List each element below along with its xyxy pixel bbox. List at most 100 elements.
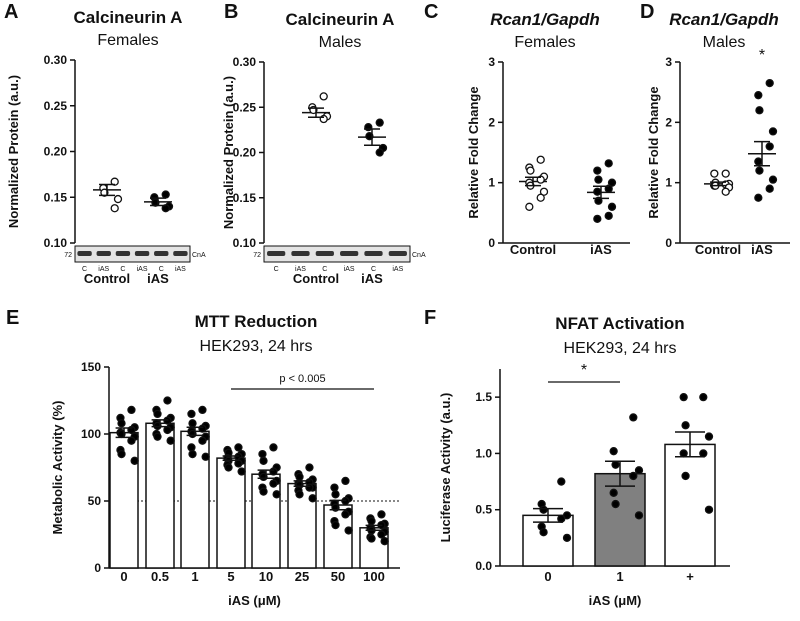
data-point — [681, 471, 690, 481]
data-point — [634, 466, 644, 475]
error-bar — [675, 431, 705, 458]
panel-subtitle: Males — [703, 34, 746, 51]
data-point — [269, 443, 278, 452]
x-tick-label: Control — [510, 242, 556, 257]
y-tick-label: 0.10 — [233, 236, 257, 250]
data-point — [319, 92, 328, 101]
y-tick-label: 2 — [488, 115, 495, 129]
y-tick-label: 150 — [81, 360, 101, 374]
data-point — [604, 159, 613, 168]
panel-letter: A — [4, 1, 18, 23]
panel-title: Calcineurin A — [286, 10, 395, 29]
data-point — [679, 449, 688, 458]
data-point — [127, 405, 136, 415]
blot-marker: 72 — [253, 252, 261, 259]
x-tick-label: iAS — [361, 271, 383, 286]
data-point — [100, 188, 109, 197]
data-point — [765, 78, 774, 88]
y-tick-label: 0.30 — [233, 55, 257, 69]
significance-label: p < 0.005 — [279, 373, 325, 385]
data-point — [305, 483, 314, 492]
data-point — [161, 204, 170, 213]
data-point — [699, 392, 708, 402]
y-tick-label: 0.20 — [44, 145, 68, 159]
panel-title: Rcan1/Gapdh — [490, 10, 600, 29]
y-tick-label: 0 — [488, 236, 495, 250]
y-tick-label: 2 — [665, 115, 672, 129]
data-point — [127, 436, 136, 445]
data-point — [377, 530, 386, 539]
blot-band — [96, 251, 111, 256]
data-point — [234, 443, 243, 452]
x-tick-label: iAS — [147, 271, 169, 286]
y-tick-label: 0.15 — [233, 191, 257, 205]
error-bar — [151, 419, 169, 428]
data-point — [110, 177, 119, 186]
data-point — [187, 443, 196, 452]
lane-label: iAS — [392, 266, 403, 273]
lane-label: iAS — [344, 266, 355, 273]
y-tick-label: 0.10 — [44, 236, 68, 250]
data-point — [341, 476, 350, 486]
y-tick-label: 1.0 — [475, 446, 492, 460]
data-point — [562, 533, 572, 543]
x-tick-label: 5 — [227, 569, 234, 584]
data-point — [308, 494, 317, 503]
x-axis-label: iAS (μM) — [228, 593, 281, 608]
y-tick-label: 0.25 — [44, 99, 68, 113]
data-point — [629, 471, 638, 481]
y-tick-label: 0.15 — [44, 190, 68, 204]
y-tick-label: 1 — [665, 176, 672, 190]
y-tick-label: 1 — [488, 176, 495, 190]
bar — [287, 482, 317, 569]
x-tick-label: iAS — [751, 242, 773, 257]
blot-band — [173, 251, 188, 256]
panel-letter: B — [224, 1, 238, 23]
data-point — [609, 488, 618, 497]
data-point — [536, 193, 545, 202]
lane-label: C — [322, 266, 327, 273]
data-point — [187, 409, 196, 419]
data-point — [768, 175, 778, 184]
data-point — [526, 166, 535, 175]
data-point — [755, 166, 764, 175]
y-tick-label: 50 — [88, 494, 102, 508]
data-point — [153, 409, 162, 419]
data-point — [188, 449, 197, 459]
data-point — [344, 526, 353, 535]
data-point — [198, 424, 207, 433]
error-bar — [99, 183, 115, 197]
data-point — [269, 467, 278, 476]
data-point — [607, 202, 617, 211]
data-point — [754, 157, 763, 166]
blot-marker: 72 — [64, 252, 72, 259]
x-tick-label: + — [686, 569, 694, 584]
data-point — [765, 142, 774, 151]
error-bar — [222, 455, 240, 462]
data-point — [611, 499, 620, 509]
lane-label: C — [120, 266, 125, 273]
blot-band — [115, 251, 131, 256]
data-point — [604, 211, 613, 221]
data-point — [525, 202, 534, 211]
x-tick-label: 10 — [259, 569, 273, 584]
data-point — [754, 193, 763, 202]
lane-label: iAS — [98, 266, 109, 273]
data-point — [367, 534, 376, 543]
significance-label: * — [759, 47, 765, 64]
panel-title: Rcan1/Gapdh — [669, 10, 779, 29]
x-tick-label: Control — [84, 271, 130, 286]
panel-title: NFAT Activation — [555, 314, 684, 333]
panel-letter: F — [424, 307, 436, 329]
lane-label: iAS — [295, 266, 306, 273]
y-tick-label: 0 — [94, 561, 101, 575]
error-bar — [605, 460, 635, 487]
blot-band — [134, 251, 150, 256]
data-point — [611, 460, 620, 469]
data-point — [188, 419, 197, 428]
data-point — [295, 490, 304, 499]
data-point — [721, 169, 730, 178]
data-point — [609, 447, 618, 456]
bar — [145, 422, 175, 569]
data-point — [593, 187, 602, 196]
